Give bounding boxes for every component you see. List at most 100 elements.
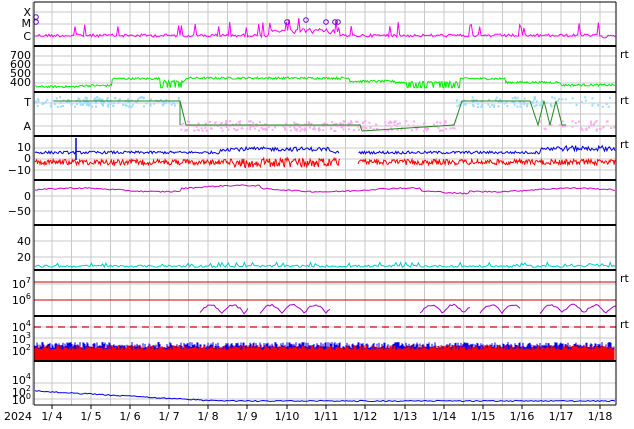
sector-dot [477, 103, 479, 105]
sector-dot [60, 106, 62, 108]
sector-dot [370, 126, 372, 128]
sector-dot [477, 106, 479, 108]
sector-dot [188, 121, 190, 123]
panel-right-label: rt [620, 318, 630, 331]
sector-dot [238, 121, 240, 123]
sector-dot [439, 122, 441, 124]
sector-dot [343, 121, 345, 123]
sector-dot [610, 127, 612, 129]
sector-dot [472, 96, 474, 98]
sector-dot [504, 103, 506, 105]
sector-dot [437, 127, 439, 129]
sector-dot [575, 122, 577, 124]
sector-dot [551, 124, 553, 126]
sector-dot [578, 121, 580, 123]
sector-dot [506, 105, 508, 107]
sector-dot [394, 121, 396, 123]
sector-dot [210, 127, 212, 129]
sector-dot [613, 127, 615, 129]
x-tick-label: 1/15 [471, 410, 496, 423]
dst-line [35, 185, 615, 194]
sector-dot [501, 101, 503, 103]
x-tick-label: 1/10 [275, 410, 300, 423]
sector-dot [113, 102, 115, 104]
sector-dot [222, 130, 224, 132]
y-tick-label: 20 [17, 251, 31, 264]
sector-dot [274, 126, 276, 128]
sector-dot [98, 98, 100, 100]
sector-dot [87, 104, 89, 106]
sector-dot [266, 128, 268, 130]
sector-dot [456, 100, 458, 102]
sector-dot [283, 126, 285, 128]
sector-dot [202, 130, 204, 132]
y-tick-label: 102 [12, 343, 31, 358]
sector-dot [436, 121, 438, 123]
sector-dot [489, 106, 491, 108]
sector-dot [272, 129, 274, 131]
sector-dot [597, 104, 599, 106]
sector-dot [141, 96, 143, 98]
sector-dot [593, 124, 595, 126]
sector-dot [322, 129, 324, 131]
sector-dot [324, 123, 326, 125]
sector-dot [355, 121, 357, 123]
sector-dot [353, 129, 355, 131]
sector-dot [584, 96, 586, 98]
x-tick-label: 1/ 5 [80, 410, 101, 423]
sector-dot [284, 129, 286, 131]
sector-dot [241, 127, 243, 129]
sector-dot [396, 125, 398, 127]
x-tick-label: 1/18 [588, 410, 613, 423]
sector-dot [74, 106, 76, 108]
sector-dot [599, 128, 601, 130]
sector-dot [46, 99, 48, 101]
sector-dot [343, 128, 345, 130]
sector-dot [433, 124, 435, 126]
sector-dot [416, 129, 418, 131]
sector-dot [539, 104, 541, 106]
sector-dot [394, 124, 396, 126]
sector-dot [143, 105, 145, 107]
sector-dot [228, 129, 230, 131]
electron-bump [260, 304, 330, 313]
bt-line [35, 146, 615, 154]
sector-dot [375, 124, 377, 126]
sector-dot [50, 105, 52, 107]
electron-bump [480, 305, 520, 313]
kp-line [35, 262, 615, 267]
sector-dot [596, 120, 598, 122]
sector-dot [172, 102, 174, 104]
y-tick-label: A [23, 120, 31, 133]
sector-dot [129, 105, 131, 107]
sector-dot [42, 103, 44, 105]
sector-dot [95, 106, 97, 108]
sector-dot [51, 102, 53, 104]
sector-dot [137, 98, 139, 100]
sector-dot [94, 97, 96, 99]
sector-dot [452, 127, 454, 129]
sector-dot [128, 102, 130, 104]
sector-dot [205, 123, 207, 125]
sector-dot [333, 130, 335, 132]
sector-dot [285, 122, 287, 124]
sector-dot [516, 106, 518, 108]
sector-dot [163, 103, 165, 105]
sector-dot [532, 101, 534, 103]
fluence-line [35, 391, 615, 402]
sector-dot [308, 121, 310, 123]
series-layer [34, 15, 616, 402]
sector-dot [495, 99, 497, 101]
sector-dot [472, 104, 474, 106]
sector-dot [268, 126, 270, 128]
sector-dot [590, 121, 592, 123]
sector-dot [351, 122, 353, 124]
sector-dot [304, 130, 306, 132]
sector-dot [534, 98, 536, 100]
sector-dot [114, 97, 116, 99]
sector-dot [299, 130, 301, 132]
sector-dot [512, 97, 514, 99]
sector-dot [178, 97, 180, 99]
sector-dot [596, 129, 598, 131]
sector-dot [389, 121, 391, 123]
